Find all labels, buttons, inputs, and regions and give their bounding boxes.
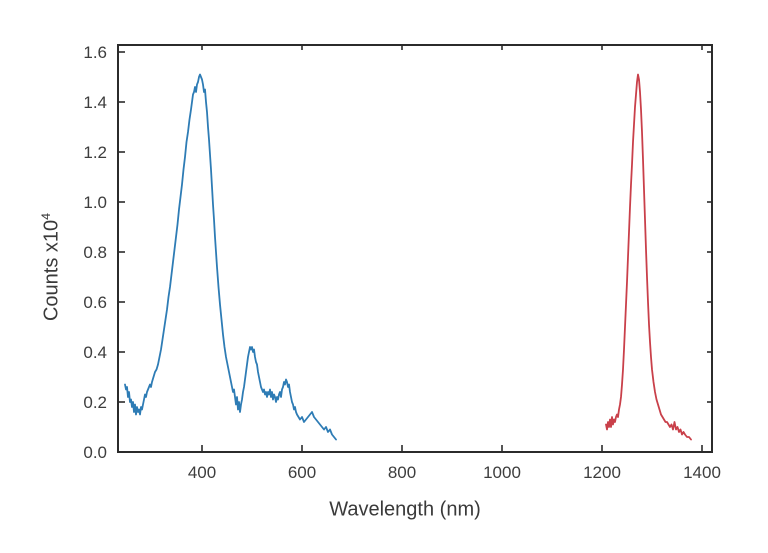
x-tick-label: 1200 [583, 463, 621, 482]
x-tick-label: 600 [288, 463, 316, 482]
y-tick-label: 0.4 [83, 343, 107, 362]
y-tick-label: 1.4 [83, 93, 107, 112]
x-tick-label: 400 [188, 463, 216, 482]
x-tick-label: 1400 [683, 463, 721, 482]
y-tick-label: 0.2 [83, 393, 107, 412]
y-tick-label: 0.6 [83, 293, 107, 312]
red-spectrum-curve [605, 73, 692, 441]
y-tick-label: 0.0 [83, 443, 107, 462]
x-tick-label: 1000 [483, 463, 521, 482]
y-tick-label: 1.6 [83, 43, 107, 62]
y-axis-title-text: Counts x10 [40, 219, 63, 322]
y-tick-label: 0.8 [83, 243, 107, 262]
x-axis-title: Wavelength (nm) [329, 498, 481, 521]
x-tick-label: 800 [388, 463, 416, 482]
y-axis-title-exponent: 4 [38, 212, 53, 220]
y-tick-label: 1.2 [83, 143, 107, 162]
axes-box [117, 44, 713, 453]
y-tick-label: 1.0 [83, 193, 107, 212]
blue-spectrum-curve [124, 73, 337, 441]
y-axis-title: Counts x104 [38, 212, 64, 322]
